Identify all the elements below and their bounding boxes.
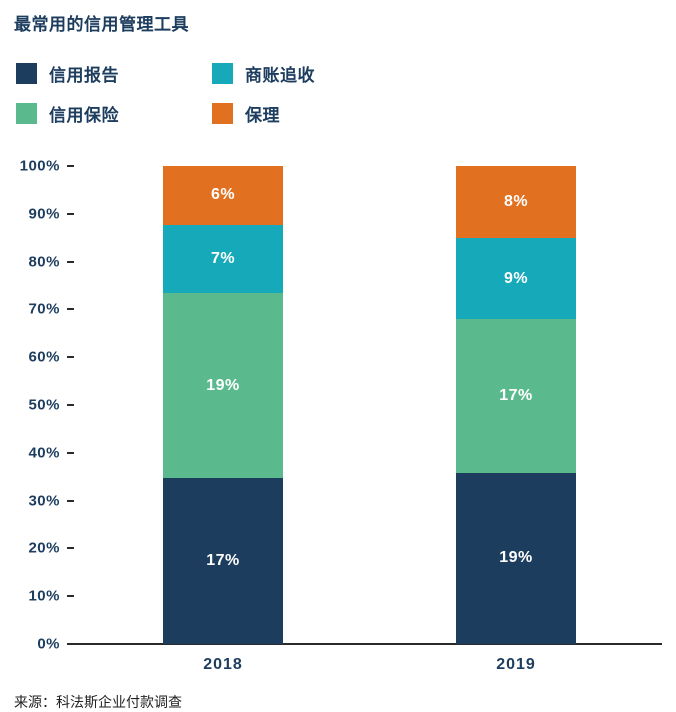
legend-item-1: 商账追收 [212,61,662,86]
source-note: 来源：科法斯企业付款调查 [14,694,182,710]
bar-segment-保理: 6% [163,166,283,225]
legend-swatch [16,103,37,124]
bar-segment-信用保险: 19% [163,292,283,479]
bar-segment-保理: 8% [456,166,576,239]
y-tick-mark [67,212,74,215]
y-tick-mark [67,643,74,645]
bar-segment-商账追收: 9% [456,238,576,320]
bar-segment-信用保险: 17% [456,319,576,473]
segment-value-label: 19% [206,376,240,394]
y-tick-label: 40% [28,444,60,462]
y-tick-mark [67,404,74,406]
legend-label: 保理 [245,106,280,125]
y-tick-mark [67,499,74,502]
legend-swatch [16,63,37,84]
segment-value-label: 9% [503,269,529,287]
y-tick-label: 30% [28,492,60,510]
y-tick-mark [67,356,74,359]
stacked-bar-2018: 17% 19% 7% 6% [163,166,283,644]
y-tick-mark [67,595,74,598]
x-axis-label-2018: 2018 [203,656,243,673]
bar-segment-商账追收: 7% [163,224,283,293]
y-tick-label: 70% [28,300,60,318]
bar-segment-信用报告: 19% [456,472,576,644]
x-axis-line [74,643,662,645]
y-tick-label: 20% [28,539,60,557]
y-tick-label: 80% [28,253,60,271]
stacked-bar-chart: 100% 90% 80% 70% 60% 50% 40% 30% 20% 10% 0% 17% 19% 7… [14,158,662,653]
legend-label: 信用保险 [49,106,119,125]
legend-item-0: 信用报告 [16,61,212,86]
segment-value-label: 17% [206,552,240,570]
legend-item-3: 保理 [212,101,662,126]
segment-value-label: 17% [499,387,533,404]
legend: 信用报告 商账追收信用保险 保理 [16,61,662,126]
y-tick-label: 100% [19,157,60,175]
legend-item-2: 信用保险 [16,101,212,126]
stacked-bar-2019: 19% 17% 9% 8% [456,166,576,644]
chart-title: 最常用的信用管理工具 [14,15,189,34]
segment-value-label: 7% [210,249,236,267]
segment-value-label: 6% [210,186,236,204]
segment-value-label: 8% [503,193,529,211]
y-tick-mark [67,451,74,454]
legend-swatch [212,103,233,124]
x-axis-labels: 2018 2019 [14,648,662,682]
y-tick-label: 90% [28,205,60,223]
y-tick-mark [67,547,74,550]
bar-segment-信用报告: 17% [163,478,283,644]
y-tick-mark [67,165,74,167]
x-axis-label-2019: 2019 [496,656,536,673]
y-tick-label: 10% [28,587,60,605]
segment-value-label: 19% [499,549,533,567]
legend-swatch [212,63,233,84]
y-tick-label: 0% [37,635,60,653]
y-tick-label: 60% [28,348,60,366]
legend-label: 商账追收 [245,66,315,85]
y-tick-mark [67,260,74,263]
y-tick-label: 50% [28,396,60,414]
legend-label: 信用报告 [49,66,119,85]
y-tick-mark [67,308,74,311]
